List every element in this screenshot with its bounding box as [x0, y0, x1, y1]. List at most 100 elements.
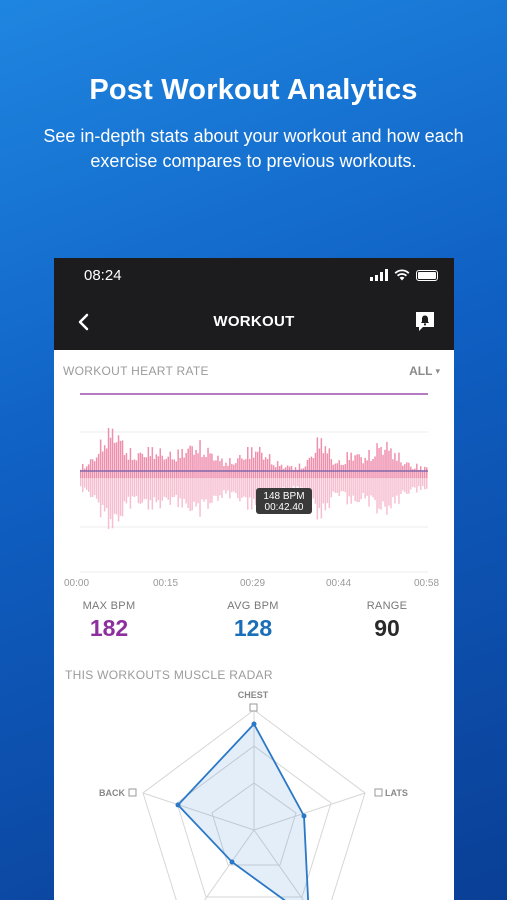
- heart-rate-bar-mirror: [362, 478, 364, 493]
- heart-rate-bar: [424, 466, 426, 478]
- heart-rate-bar: [382, 454, 384, 478]
- heart-rate-bar: [392, 459, 394, 478]
- heart-rate-bar-mirror: [422, 478, 424, 486]
- muscle-radar-section-label: THIS WORKOUTS MUSCLE RADAR: [65, 668, 273, 682]
- heart-rate-bar: [181, 449, 183, 478]
- heart-rate-bar-mirror: [376, 478, 378, 514]
- heart-rate-bar: [366, 460, 368, 478]
- heart-rate-bar: [255, 451, 257, 478]
- heart-rate-bar: [91, 459, 94, 478]
- nav-bar: WORKOUT: [54, 294, 454, 350]
- heart-rate-bar-mirror: [364, 478, 366, 499]
- tooltip-bpm: 148 BPM: [263, 491, 304, 502]
- heart-rate-bar-mirror: [103, 478, 106, 512]
- heart-rate-bar: [406, 462, 408, 478]
- heart-rate-bar-mirror: [229, 478, 231, 499]
- heart-rate-bar-mirror: [161, 478, 163, 501]
- heart-rate-bar-mirror: [253, 478, 255, 499]
- heart-rate-bar: [326, 453, 329, 478]
- heart-rate-bar: [324, 446, 327, 478]
- heart-rate-bar-mirror: [322, 478, 325, 504]
- heart-rate-bar: [354, 455, 356, 478]
- heart-rate-chart[interactable]: 148 BPM 00:42.40: [54, 382, 454, 602]
- heart-rate-section-label: WORKOUT HEART RATE: [63, 364, 209, 378]
- heart-rate-bar: [368, 449, 370, 478]
- heart-rate-bar: [145, 457, 148, 478]
- heart-rate-bar-mirror: [294, 478, 297, 489]
- heart-rate-bar: [396, 460, 398, 478]
- heart-rate-bar-mirror: [316, 478, 319, 520]
- heart-rate-bar: [229, 458, 231, 478]
- page-title: WORKOUT: [213, 313, 295, 330]
- heart-rate-bar-mirror: [209, 478, 211, 504]
- x-tick-label: 00:29: [240, 578, 266, 589]
- heart-rate-bar: [167, 456, 169, 478]
- heart-rate-bar-mirror: [249, 478, 251, 498]
- heart-rate-bar-mirror: [396, 478, 398, 496]
- heart-rate-bar: [107, 428, 110, 478]
- heart-rate-filter-dropdown[interactable]: ALL ▾: [409, 364, 440, 378]
- heart-rate-bar-mirror: [145, 478, 148, 500]
- heart-rate-bar: [420, 466, 422, 478]
- heart-rate-bar: [370, 461, 372, 478]
- heart-rate-bar: [372, 459, 374, 478]
- heart-rate-bar: [115, 442, 118, 478]
- heart-rate-bar: [185, 453, 187, 478]
- stat-value: 128: [233, 615, 273, 641]
- heart-rate-bar: [310, 456, 313, 478]
- heart-rate-bar-mirror: [143, 478, 146, 500]
- heart-rate-bar: [86, 466, 88, 478]
- heart-rate-bar-mirror: [270, 478, 273, 492]
- heart-rate-bar-mirror: [251, 478, 253, 510]
- chevron-left-icon[interactable]: [74, 311, 94, 333]
- heart-rate-bar: [312, 458, 315, 478]
- heart-rate-bar: [358, 454, 360, 478]
- wifi-icon: [394, 269, 410, 281]
- heart-rate-bar-mirror: [332, 478, 334, 492]
- muscle-radar-chart: CHEST LATS BACK: [99, 690, 408, 900]
- heart-rate-bar: [225, 462, 227, 478]
- heart-rate-bar: [426, 467, 428, 478]
- heart-rate-bar-mirror: [169, 478, 171, 505]
- heart-rate-bar-mirror: [187, 478, 189, 508]
- heart-rate-bar-mirror: [131, 478, 134, 497]
- heart-rate-bar: [209, 453, 211, 478]
- heart-rate-bar: [314, 452, 317, 478]
- heart-rate-bar: [398, 452, 400, 478]
- heart-rate-bar-mirror: [344, 478, 346, 493]
- heart-rate-bar: [173, 459, 175, 478]
- heart-rate-bar: [205, 457, 207, 478]
- heart-rate-bar-mirror: [370, 478, 372, 496]
- heart-rate-bar-mirror: [121, 478, 124, 517]
- heart-rate-bar-mirror: [119, 478, 122, 516]
- heart-rate-bar-mirror: [412, 478, 414, 487]
- heart-rate-bar-mirror: [378, 478, 380, 509]
- avg-bpm-stat: AVG BPM 128: [198, 600, 308, 642]
- heart-rate-bar-mirror: [147, 478, 150, 510]
- heart-rate-bar: [322, 453, 325, 478]
- heart-rate-bar-mirror: [151, 478, 154, 510]
- heart-rate-bar-mirror: [191, 478, 193, 511]
- heart-rate-bar-mirror: [223, 478, 225, 491]
- heart-rate-bar-mirror: [247, 478, 249, 510]
- heart-rate-bar: [129, 447, 132, 478]
- heart-rate-bar: [221, 458, 223, 478]
- heart-rate-bar-mirror: [280, 478, 283, 492]
- heart-rate-bar: [261, 452, 263, 478]
- heart-rate-bar-mirror: [416, 478, 418, 493]
- heart-rate-bar: [251, 447, 253, 478]
- heart-rate-bar-mirror: [137, 478, 140, 504]
- heart-rate-bar-mirror: [113, 478, 116, 514]
- bell-message-icon[interactable]: [414, 310, 436, 332]
- heart-rate-bar: [253, 457, 255, 478]
- heart-rate-bar-mirror: [201, 478, 203, 500]
- heart-rate-bar-mirror: [394, 478, 396, 504]
- heart-rate-bar-mirror: [306, 478, 309, 497]
- heart-rate-bar: [193, 454, 195, 478]
- heart-rate-bar: [302, 468, 305, 478]
- heart-rate-bar-mirror: [320, 478, 323, 519]
- tooltip-time: 00:42.40: [265, 502, 304, 513]
- heart-rate-bar: [386, 441, 388, 478]
- heart-rate-bar-mirror: [382, 478, 384, 502]
- heart-rate-bar: [239, 455, 241, 478]
